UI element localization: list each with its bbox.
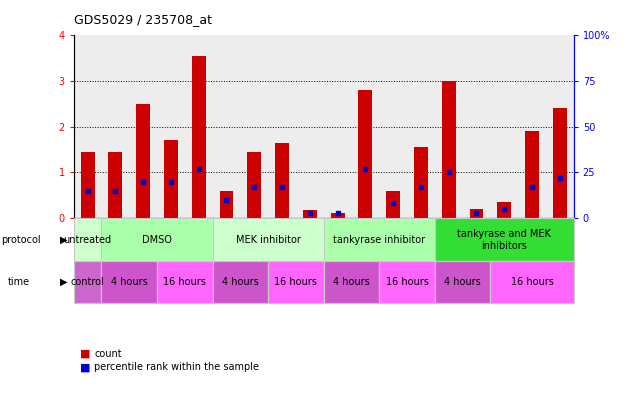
Bar [469, 209, 483, 218]
Text: percentile rank within the sample: percentile rank within the sample [94, 362, 259, 373]
Text: 16 hours: 16 hours [511, 277, 553, 287]
Text: time: time [8, 277, 30, 287]
Bar [74, 35, 101, 218]
Bar [157, 35, 185, 218]
Bar [546, 35, 574, 218]
Text: control: control [71, 277, 104, 287]
Bar [296, 35, 324, 218]
Text: ■: ■ [80, 362, 90, 373]
Text: ▶: ▶ [60, 235, 67, 245]
Bar [268, 35, 296, 218]
Text: tankyrase and MEK
inhibitors: tankyrase and MEK inhibitors [457, 229, 551, 250]
Bar [101, 35, 129, 218]
Bar [185, 35, 213, 218]
Text: ■: ■ [80, 349, 90, 359]
Bar [386, 191, 400, 218]
Text: DMSO: DMSO [142, 235, 172, 245]
Bar [518, 35, 546, 218]
Bar [137, 104, 150, 218]
Text: tankyrase inhibitor: tankyrase inhibitor [333, 235, 426, 245]
Bar [331, 213, 345, 218]
Bar [358, 90, 372, 218]
Bar [553, 108, 567, 218]
Text: 16 hours: 16 hours [386, 277, 428, 287]
Text: ▶: ▶ [60, 277, 67, 287]
Bar [324, 35, 351, 218]
Text: MEK inhibitor: MEK inhibitor [236, 235, 301, 245]
Bar [351, 35, 379, 218]
Bar [213, 35, 240, 218]
Text: count: count [94, 349, 122, 359]
Text: 4 hours: 4 hours [333, 277, 370, 287]
Bar [490, 35, 518, 218]
Bar [247, 152, 262, 218]
Text: 4 hours: 4 hours [222, 277, 259, 287]
Bar [164, 140, 178, 218]
Text: 4 hours: 4 hours [444, 277, 481, 287]
Bar [275, 143, 289, 218]
Bar [240, 35, 268, 218]
Bar [192, 56, 206, 218]
Bar [525, 131, 539, 218]
Text: protocol: protocol [1, 235, 41, 245]
Bar [442, 81, 456, 218]
Bar [414, 147, 428, 218]
Text: 4 hours: 4 hours [111, 277, 147, 287]
Bar [379, 35, 407, 218]
Bar [129, 35, 157, 218]
Text: 16 hours: 16 hours [274, 277, 317, 287]
Bar [108, 152, 122, 218]
Text: GDS5029 / 235708_at: GDS5029 / 235708_at [74, 13, 212, 26]
Bar [303, 210, 317, 218]
Text: untreated: untreated [63, 235, 112, 245]
Bar [407, 35, 435, 218]
Bar [219, 191, 233, 218]
Bar [81, 152, 95, 218]
Bar [435, 35, 463, 218]
Bar [497, 202, 512, 218]
Bar [463, 35, 490, 218]
Text: 16 hours: 16 hours [163, 277, 206, 287]
